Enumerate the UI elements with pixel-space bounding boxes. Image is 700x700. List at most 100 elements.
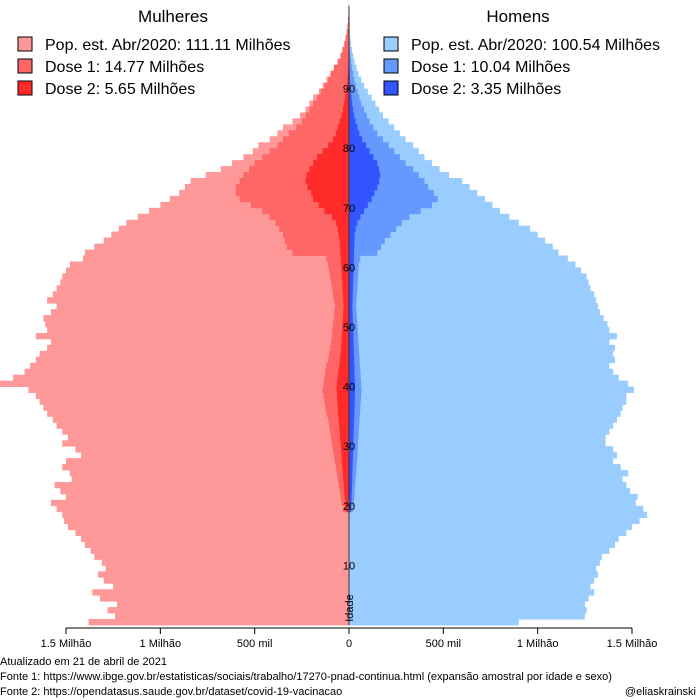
men-bar xyxy=(349,201,433,209)
men-bar xyxy=(349,434,606,441)
x-tick-label: 1.5 Milhão xyxy=(41,638,92,650)
women-bar xyxy=(13,374,349,382)
men-bar xyxy=(349,309,353,316)
men-bar xyxy=(349,476,356,483)
women-bar xyxy=(341,499,349,507)
men-bar xyxy=(349,46,353,54)
women-bar xyxy=(90,547,349,554)
age-axis-label: Idade xyxy=(344,594,356,622)
women-bar xyxy=(50,309,349,316)
men-bar xyxy=(349,380,629,387)
women-bar xyxy=(338,410,349,417)
men-bar xyxy=(349,219,358,227)
women-bar xyxy=(71,476,349,483)
women-bar xyxy=(347,23,349,30)
men-bar xyxy=(349,148,395,155)
women-bar xyxy=(331,338,349,346)
men-bar xyxy=(349,297,357,304)
men-bar xyxy=(349,619,519,626)
men-bar xyxy=(349,124,374,131)
men-bar xyxy=(349,207,365,215)
men-bar xyxy=(349,237,385,244)
men-bar xyxy=(349,487,355,495)
women-bar xyxy=(328,261,349,268)
age-tick-label: 60 xyxy=(343,262,355,274)
women-bar xyxy=(60,279,350,286)
men-bar xyxy=(349,321,608,328)
men-legend-label: Pop. est. Abr/2020: 100.54 Milhões xyxy=(411,37,660,54)
men-bar xyxy=(349,422,614,429)
men-bar xyxy=(349,261,354,268)
women-bar xyxy=(340,249,349,256)
women-bar xyxy=(332,446,349,453)
age-axis: 10 20 30 40 50 60 70 80 90 Idade xyxy=(343,84,356,622)
women-bar xyxy=(30,362,350,370)
legend: Mulheres Pop. est. Abr/2020: 111.11 Milhõ… xyxy=(17,7,660,98)
men-bar xyxy=(349,255,361,262)
women-bar xyxy=(88,619,349,626)
women-bar xyxy=(50,338,349,346)
women-bar xyxy=(306,172,349,179)
women-bar xyxy=(98,571,349,578)
women-bar xyxy=(344,40,349,48)
women-bar xyxy=(56,303,349,310)
women-bar xyxy=(345,88,349,95)
men-bar xyxy=(349,58,355,66)
men-bar xyxy=(349,493,352,501)
women-bar xyxy=(111,231,349,238)
women-bar xyxy=(103,237,349,244)
women-bar xyxy=(336,380,349,387)
men-bar xyxy=(349,118,370,125)
women-bar xyxy=(52,416,349,423)
men-bar xyxy=(349,273,354,280)
men-bar xyxy=(349,595,589,602)
men-bar xyxy=(349,136,383,143)
men-legend-swatch xyxy=(383,36,399,52)
men-bar xyxy=(349,213,361,221)
women-bar xyxy=(344,100,349,107)
women-bar xyxy=(305,178,349,185)
women-bar xyxy=(341,261,349,268)
men-bar xyxy=(349,511,648,519)
men-bar xyxy=(349,76,362,84)
women-bar xyxy=(335,464,349,471)
women-bar xyxy=(338,231,349,238)
men-series-2 xyxy=(349,23,438,513)
women-bar xyxy=(346,82,349,89)
men-bar xyxy=(349,243,355,250)
age-tick-label: 30 xyxy=(343,441,355,453)
women-bar xyxy=(342,470,349,477)
women-bar xyxy=(342,327,349,334)
women-bar xyxy=(324,82,349,89)
men-bar xyxy=(349,523,632,531)
women-bar xyxy=(47,327,349,334)
women-bar xyxy=(149,207,349,215)
women-bar xyxy=(340,255,349,262)
women-bar xyxy=(137,213,349,221)
men-bar xyxy=(349,231,355,238)
women-bar xyxy=(118,225,349,233)
men-bar xyxy=(349,285,358,292)
men-bar xyxy=(349,172,381,179)
women-bar xyxy=(328,76,349,84)
men-bar xyxy=(349,422,354,429)
women-bar xyxy=(84,541,350,548)
women-bar xyxy=(324,207,349,215)
men-bar xyxy=(349,356,616,364)
men-bar xyxy=(349,577,595,584)
men-bar xyxy=(349,392,355,399)
men-bar xyxy=(349,464,357,471)
women-bar xyxy=(335,130,349,137)
men-bar xyxy=(349,82,351,89)
men-bar xyxy=(349,285,353,292)
women-bar xyxy=(339,422,349,429)
men-bar xyxy=(349,476,623,483)
men-bar xyxy=(349,321,353,328)
women-bar xyxy=(339,362,349,370)
women-series-3 xyxy=(305,29,349,513)
men-bar xyxy=(349,82,356,89)
women-bar xyxy=(113,583,349,590)
men-bar xyxy=(349,100,353,107)
women-bar xyxy=(69,470,350,477)
men-bar xyxy=(349,481,627,489)
